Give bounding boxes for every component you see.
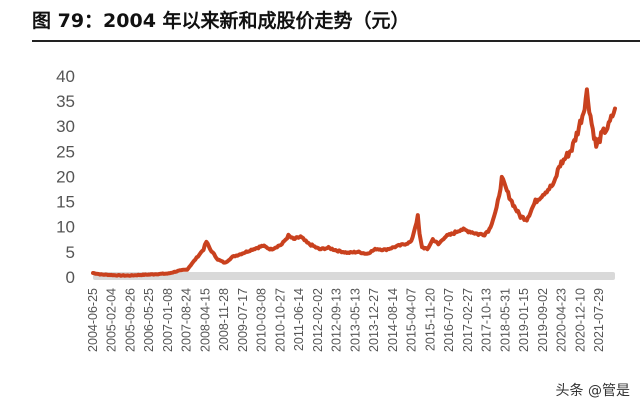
chart-title: 图 79：2004 年以来新和成股价走势（元） [32, 10, 410, 32]
x-axis: 2004-06-25 2005-02-04 2005-09-26 2006-05-25… [86, 288, 606, 352]
x-tick-label: 2010-10-27 [273, 288, 287, 352]
x-tick-label: 2012-09-13 [330, 288, 344, 352]
x-tick-label: 2019-09-02 [536, 288, 550, 352]
x-tick-label: 2007-01-08 [161, 288, 175, 352]
x-axis-baseline-band [93, 272, 615, 280]
x-tick-label: 2011-06-14 [292, 288, 306, 351]
title-divider [32, 40, 640, 42]
stock-price-line [91, 87, 617, 278]
y-tick-label: 15 [56, 193, 75, 212]
x-tick-label: 2018-05-31 [498, 288, 512, 352]
y-tick-label: 25 [56, 142, 75, 161]
x-tick-label: 2005-09-26 [123, 288, 137, 352]
y-tick-label: 20 [56, 167, 75, 186]
watermark: 头条 @管是 [555, 383, 630, 399]
y-tick-label: 10 [56, 218, 75, 237]
x-tick-label: 2010-03-08 [255, 288, 269, 352]
x-tick-label: 2019-01-15 [517, 288, 531, 352]
x-tick-label: 2017-02-27 [461, 288, 475, 352]
x-tick-label: 2005-02-04 [105, 288, 119, 352]
y-tick-label: 0 [66, 268, 75, 287]
x-tick-label: 2015-11-20 [423, 288, 437, 351]
x-tick-label: 2008-11-28 [217, 288, 231, 351]
x-tick-label: 2012-02-02 [311, 288, 325, 352]
x-tick-label: 2004-06-25 [86, 288, 100, 352]
x-tick-label: 2021-07-29 [592, 288, 606, 352]
x-tick-label: 2020-04-23 [555, 288, 569, 352]
x-tick-label: 2007-08-24 [180, 288, 194, 352]
y-tick-label: 40 [56, 67, 75, 86]
x-tick-label: 2017-10-13 [480, 288, 494, 352]
x-tick-label: 2014-08-14 [386, 288, 400, 352]
x-tick-label: 2009-07-17 [236, 288, 250, 352]
x-tick-label: 2016-07-07 [442, 288, 456, 352]
y-tick-label: 30 [56, 117, 75, 136]
x-tick-label: 2013-05-13 [348, 288, 362, 352]
x-tick-label: 2008-04-15 [198, 288, 212, 352]
y-tick-label: 35 [56, 92, 75, 111]
y-tick-label: 5 [66, 243, 75, 262]
x-tick-label: 2013-12-27 [367, 288, 381, 352]
x-tick-label: 2015-04-07 [405, 288, 419, 352]
y-axis: 0 5 10 15 20 25 30 35 40 [56, 67, 75, 287]
x-tick-label: 2020-12-10 [573, 288, 587, 352]
x-tick-label: 2006-05-25 [142, 288, 156, 352]
